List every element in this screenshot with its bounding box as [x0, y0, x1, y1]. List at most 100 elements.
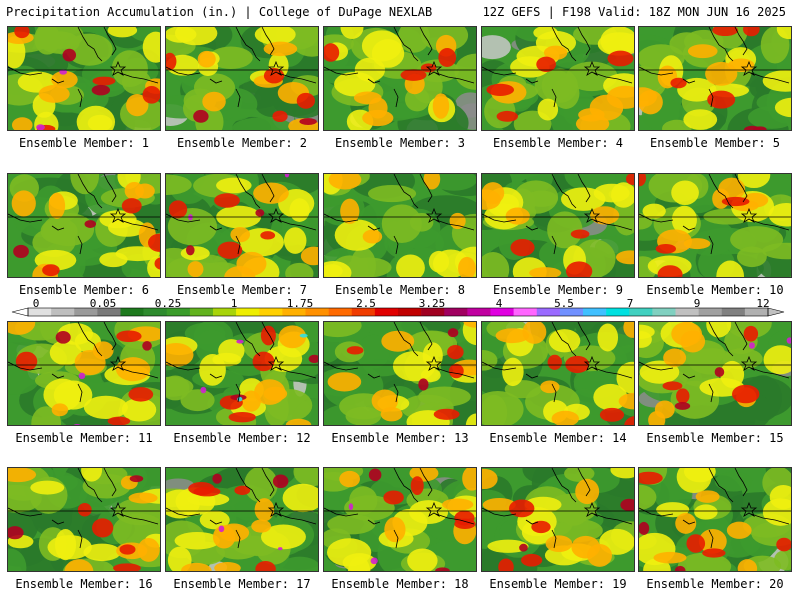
precip-map — [166, 468, 318, 571]
member-caption: Ensemble Member: 14 — [489, 431, 627, 445]
colorbar-segment — [97, 308, 121, 316]
colorbar-segment — [490, 308, 514, 316]
colorbar-segment — [444, 308, 468, 316]
member-map-panel — [481, 173, 635, 278]
member-map-panel — [7, 321, 161, 426]
star-marker — [109, 355, 127, 371]
coastline — [393, 468, 433, 503]
coastline — [77, 174, 117, 209]
precip-map — [639, 468, 791, 571]
colorbar-segment — [120, 308, 144, 316]
colorbar-segment — [513, 308, 538, 316]
coastline — [77, 468, 117, 503]
coastline — [708, 174, 748, 209]
precip-map — [166, 322, 318, 425]
colorbar-segment — [236, 308, 260, 316]
precip-map — [8, 322, 160, 425]
star-marker — [109, 207, 127, 223]
member-caption: Ensemble Member: 6 — [18, 283, 150, 297]
precip-map — [8, 27, 160, 130]
coastline — [235, 468, 275, 503]
member-map-panel — [323, 321, 477, 426]
colorbar-tick-label: 3.25 — [418, 297, 446, 310]
colorbar-segment — [259, 308, 283, 316]
colorbar-tick-label: 5.5 — [554, 297, 574, 310]
member-map-panel — [481, 321, 635, 426]
colorbar-segment — [351, 308, 376, 316]
coastline — [551, 174, 591, 209]
colorbar-segment — [652, 308, 676, 316]
member-caption: Ensemble Member: 2 — [176, 136, 308, 150]
member-map-panel — [165, 321, 319, 426]
precip-map — [324, 468, 476, 571]
member-caption: Ensemble Member: 13 — [331, 431, 469, 445]
colorbar-segment — [421, 308, 445, 316]
member-caption: Ensemble Member: 7 — [176, 283, 308, 297]
member-map-panel — [7, 173, 161, 278]
member-caption: Ensemble Member: 8 — [334, 283, 466, 297]
coastline — [235, 322, 275, 357]
colorbar-segment — [374, 308, 399, 316]
colorbar-tick-label: 9 — [693, 297, 701, 310]
colorbar-segment — [328, 308, 353, 316]
member-map-panel — [638, 321, 792, 426]
colorbar-segment — [28, 308, 52, 316]
star-marker — [583, 60, 601, 76]
member-caption: Ensemble Member: 18 — [331, 577, 469, 591]
member-caption: Ensemble Member: 19 — [489, 577, 627, 591]
member-map-panel — [638, 467, 792, 572]
coastline — [708, 27, 748, 62]
coastline — [77, 322, 117, 357]
colorbar-segment — [74, 308, 98, 316]
star-marker — [740, 355, 758, 371]
member-map-panel — [481, 26, 635, 131]
precip-map — [639, 322, 791, 425]
member-caption: Ensemble Member: 9 — [492, 283, 624, 297]
colorbar-segment — [166, 308, 191, 316]
precip-map — [639, 174, 791, 277]
colorbar-tick-label: 4 — [495, 297, 503, 310]
precip-map — [324, 322, 476, 425]
member-caption: Ensemble Member: 16 — [15, 577, 153, 591]
coastline — [393, 174, 433, 209]
precip-map — [324, 174, 476, 277]
star-marker — [267, 355, 285, 371]
member-map-panel — [7, 26, 161, 131]
star-marker — [583, 501, 601, 517]
precip-map — [482, 174, 634, 277]
star-marker — [109, 501, 127, 517]
colorbar-segment — [51, 308, 75, 316]
member-caption: Ensemble Member: 1 — [18, 136, 150, 150]
member-caption: Ensemble Member: 11 — [15, 431, 153, 445]
member-map-panel — [323, 173, 477, 278]
star-marker — [425, 207, 443, 223]
star-marker — [267, 501, 285, 517]
precip-map — [166, 27, 318, 130]
coastline — [235, 27, 275, 62]
star-marker — [425, 355, 443, 371]
colorbar-segment — [189, 308, 214, 316]
member-map-panel — [323, 467, 477, 572]
star-marker — [583, 355, 601, 371]
colorbar-segment — [744, 308, 769, 316]
member-map-panel — [638, 173, 792, 278]
coastline — [393, 27, 433, 62]
colorbar — [11, 307, 785, 317]
colorbar-tick-label: 1 — [230, 297, 238, 310]
colorbar-segment — [213, 308, 237, 316]
precip-map — [8, 468, 160, 571]
colorbar-segment — [467, 308, 491, 316]
precip-map — [166, 174, 318, 277]
colorbar-min-arrow — [11, 307, 29, 317]
star-marker — [425, 501, 443, 517]
precip-map — [8, 174, 160, 277]
colorbar-tick-label: 0.25 — [154, 297, 182, 310]
colorbar-segment — [583, 308, 607, 316]
colorbar-segment — [305, 308, 329, 316]
colorbar-segment — [698, 308, 723, 316]
colorbar-segment — [721, 308, 746, 316]
member-map-panel — [323, 26, 477, 131]
colorbar-tick-label: 0 — [32, 297, 40, 310]
member-caption: Ensemble Member: 3 — [334, 136, 466, 150]
member-map-panel — [165, 467, 319, 572]
